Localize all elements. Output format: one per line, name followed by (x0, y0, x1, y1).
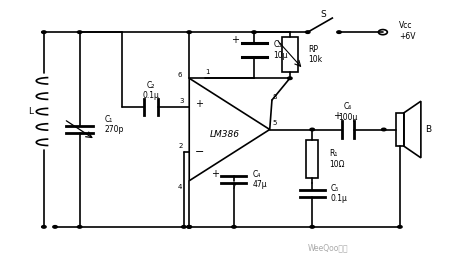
Text: RP
10k: RP 10k (309, 45, 323, 64)
Circle shape (187, 31, 191, 33)
Circle shape (310, 226, 315, 228)
Text: +: + (211, 169, 219, 178)
Circle shape (288, 77, 292, 80)
Circle shape (306, 31, 310, 33)
Text: 4: 4 (177, 184, 181, 190)
Text: 2: 2 (179, 143, 183, 149)
Circle shape (187, 226, 191, 228)
Text: +: + (231, 35, 239, 45)
Circle shape (77, 31, 82, 33)
Circle shape (187, 226, 191, 228)
Text: C₄
47μ: C₄ 47μ (253, 170, 267, 189)
Bar (306, 140, 319, 178)
Text: 7: 7 (232, 184, 236, 190)
Text: 5: 5 (273, 120, 277, 126)
Circle shape (42, 226, 46, 228)
Text: C₁
270p: C₁ 270p (104, 115, 124, 134)
Text: +: + (195, 99, 203, 109)
Text: S: S (320, 10, 326, 19)
Text: C₂
0.1μ: C₂ 0.1μ (143, 81, 160, 100)
Circle shape (42, 31, 46, 33)
Text: R₁
10Ω: R₁ 10Ω (329, 149, 345, 169)
Text: 6: 6 (177, 72, 182, 78)
Circle shape (382, 128, 386, 131)
Text: Vᴄᴄ
+6V: Vᴄᴄ +6V (400, 21, 416, 41)
Circle shape (398, 226, 402, 228)
Circle shape (310, 128, 315, 131)
Text: C₃
10μ: C₃ 10μ (273, 40, 288, 60)
Bar (282, 37, 298, 72)
Circle shape (337, 31, 341, 33)
Text: 3: 3 (179, 98, 184, 104)
Text: LM386: LM386 (210, 130, 240, 139)
Circle shape (252, 31, 256, 33)
Text: B: B (425, 125, 432, 134)
Text: WeeQoo维库: WeeQoo维库 (307, 243, 348, 252)
Circle shape (232, 226, 236, 228)
Circle shape (182, 226, 186, 228)
Text: 8: 8 (273, 95, 277, 100)
Text: C₆
100μ: C₆ 100μ (338, 102, 358, 122)
Text: −: − (194, 147, 204, 157)
Circle shape (53, 226, 57, 228)
Text: L: L (28, 107, 33, 116)
Text: +: + (333, 111, 341, 121)
Circle shape (77, 226, 82, 228)
Text: C₅
0.1μ: C₅ 0.1μ (331, 184, 348, 203)
Bar (396, 113, 404, 146)
Text: 1: 1 (205, 69, 209, 75)
